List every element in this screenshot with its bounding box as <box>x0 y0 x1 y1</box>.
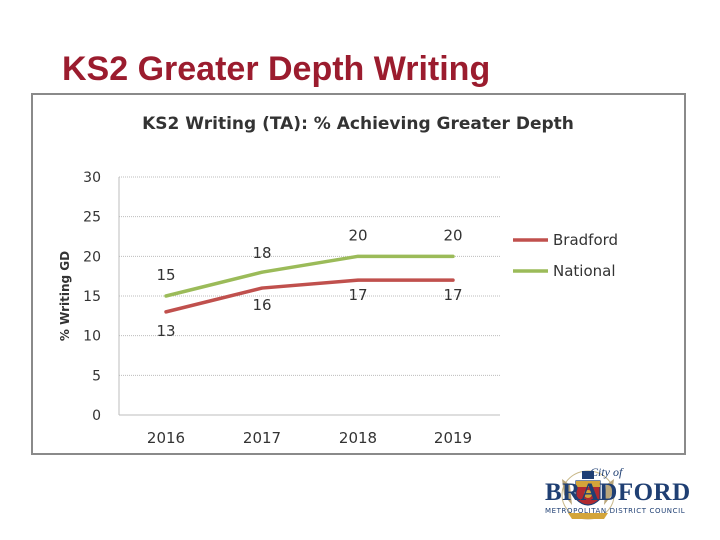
x-tick-label: 2018 <box>339 429 377 447</box>
x-tick-label: 2017 <box>243 429 281 447</box>
logo-bradford: BRADFORD <box>545 479 691 506</box>
data-label-national: 18 <box>252 244 271 262</box>
slide-title: KS2 Greater Depth Writing <box>62 50 491 88</box>
legend-label-bradford: Bradford <box>553 231 618 249</box>
line-chart: KS2 Writing (TA): % Achieving Greater De… <box>58 114 618 447</box>
x-tick-label: 2019 <box>434 429 472 447</box>
chart-title: KS2 Writing (TA): % Achieving Greater De… <box>142 114 574 134</box>
data-label-national: 15 <box>156 266 175 284</box>
data-label-bradford: 17 <box>348 286 367 304</box>
data-label-bradford: 17 <box>443 286 462 304</box>
logo-city-of: City of <box>590 465 623 479</box>
y-tick-label: 20 <box>83 249 101 265</box>
data-label-national: 20 <box>443 226 462 244</box>
y-tick-label: 15 <box>83 289 101 305</box>
series-line-national <box>164 254 455 298</box>
data-label-bradford: 16 <box>252 296 271 314</box>
y-axis-label: % Writing GD <box>58 251 72 341</box>
legend-label-national: National <box>553 262 616 280</box>
y-tick-label: 25 <box>83 210 101 226</box>
data-point-national <box>451 254 455 258</box>
data-point-bradford <box>260 286 264 290</box>
y-tick-label: 5 <box>92 368 101 384</box>
data-point-bradford <box>451 278 455 282</box>
y-tick-label: 30 <box>83 170 101 186</box>
data-point-bradford <box>356 278 360 282</box>
data-point-bradford <box>164 310 168 314</box>
chart-frame: KS2 Writing (TA): % Achieving Greater De… <box>31 93 686 455</box>
data-point-national <box>356 254 360 258</box>
y-tick-label: 10 <box>83 329 101 345</box>
data-point-national <box>260 270 264 274</box>
data-label-bradford: 13 <box>156 322 175 340</box>
data-label-national: 20 <box>348 226 367 244</box>
series-line-bradford <box>164 278 455 314</box>
coat-of-arms-icon <box>561 470 615 520</box>
y-tick-label: 0 <box>92 408 101 424</box>
data-point-national <box>164 294 168 298</box>
logo-council: METROPOLITAN DISTRICT COUNCIL <box>545 507 686 515</box>
x-tick-label: 2016 <box>147 429 185 447</box>
